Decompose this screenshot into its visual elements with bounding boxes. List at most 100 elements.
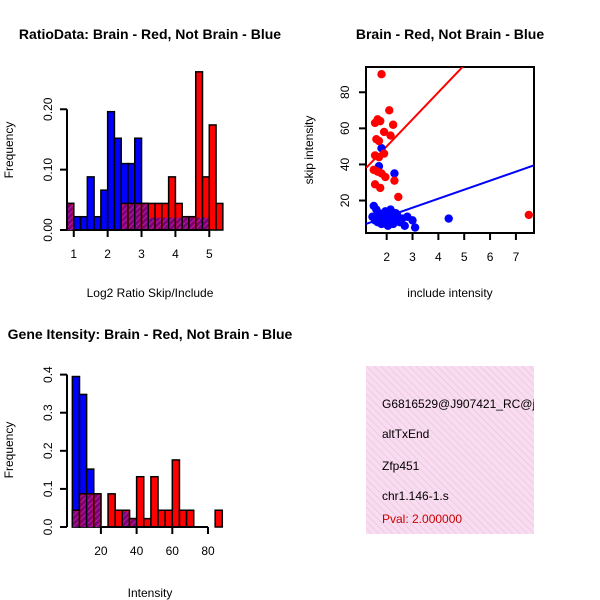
blue-bar [100,189,109,231]
info-id-text: G6816529@J907421_RC@j_at [382,397,552,411]
intensity-ylabel: Frequency [2,422,16,479]
y-tick-label: 0.2 [41,442,55,459]
x-tick-label: 80 [201,544,215,558]
red-bar [107,493,116,528]
scatter-point [444,214,453,223]
scatter-point [388,219,398,229]
x-tick-label: 3 [409,250,416,264]
blue-bar [73,215,82,231]
scatter-point [524,210,534,220]
scatter-point [374,136,384,146]
red-bar [171,459,181,528]
overlap-bar [183,217,188,230]
overlap-bar [128,204,134,230]
ratio-ylabel: Frequency [2,122,16,179]
red-bar [157,509,166,528]
scatter-point [386,131,395,140]
blue-bar [79,215,89,231]
red-bar [214,509,224,528]
x-tick-label: 40 [130,544,144,558]
red-bar [114,509,124,528]
x-tick-label: 7 [513,250,520,264]
x-tick-label: 3 [138,247,145,261]
y-tick-label: 0.00 [41,218,55,242]
ratio-axes: 1 2 3 4 5 0.00 0.10 0.20 [41,97,213,261]
scatter-point [391,208,400,218]
info-location: chr1.146-1.s [382,489,449,503]
regression-line [366,67,464,169]
intensity-xlabel: Intensity [128,586,173,600]
ratio-bars [66,71,224,231]
x-tick-label: 6 [487,250,494,264]
scatter-point [408,216,417,225]
red-bar [150,475,159,528]
y-tick-label: 0.3 [41,404,55,421]
overlap-bar [130,519,136,527]
overlap-bar [73,511,79,527]
ratio-xlabel: Log2 Ratio Skip/Include [87,286,214,300]
info-gene-name: Zfp451 [382,459,420,473]
intensity-bars [71,375,224,528]
info-pval: Pval: 2.000000 [382,512,462,526]
scatter-marks [366,67,534,232]
scatter-point [379,149,389,158]
ratio-histogram: RatioData: Brain - Red, Not Brain - Blue… [2,26,281,300]
overlap-bar [122,204,127,230]
blue-bar [113,137,122,231]
y-tick-label: 0.20 [41,97,55,121]
x-tick-label: 5 [461,250,468,264]
overlap-bar [68,204,73,230]
y-tick-label: 0.1 [41,480,55,497]
scatter-plot: Brain - Red, Not Brain - Blue 2 3 4 5 6 7 20 40… [302,26,544,300]
scatter-point [377,219,386,229]
x-tick-label: 4 [172,247,179,261]
scatter-point [400,221,409,230]
overlap-bar [80,494,86,527]
y-tick-label: 0.0 [41,518,55,535]
red-bar [215,202,224,231]
scatter-point [379,127,389,137]
overlap-bar [142,204,148,230]
x-tick-label: 4 [435,250,442,264]
overlap-bar [169,217,175,230]
blue-bar [106,110,116,231]
overlap-bar [176,217,182,230]
scatter-point [388,120,398,129]
scatter-point [377,70,386,79]
red-bar [143,517,152,528]
scatter-point [368,212,377,221]
x-tick-label: 5 [206,247,213,261]
overlap-bar [135,204,141,230]
scatter-point [370,180,380,189]
y-tick-label: 60 [338,121,352,135]
info-panel: G6816529@J907421_RC@j_at altTxEnd Zfp451… [366,366,552,534]
red-bar [208,124,217,231]
y-tick-label: 40 [338,157,352,171]
red-bar [164,509,174,528]
scatter-point [390,169,399,178]
blue-bar [93,215,102,231]
overlap-bar [123,511,129,527]
overlap-bar [189,217,195,230]
red-bar [178,509,188,528]
y-tick-label: 0.4 [41,366,55,383]
red-bar [185,509,195,528]
red-bar [194,71,204,231]
scatter-xlabel: include intensity [407,286,492,300]
blue-bar [71,375,81,528]
scatter-title: Brain - Red, Not Brain - Blue [356,26,544,42]
overlap-bar [203,217,209,230]
overlap-bar [87,494,93,527]
overlap-bar [162,217,168,230]
info-event-type: altTxEnd [382,427,429,441]
y-tick-label: 0.10 [41,158,55,182]
intensity-axes: 20 40 60 80 0.0 0.1 0.2 0.3 0.4 [41,366,215,558]
info-panel-clip: G6816529@J907421_RC@j_at altTxEnd Zfp451… [382,397,552,526]
x-tick-label: 60 [166,544,180,558]
ratio-title: RatioData: Brain - Red, Not Brain - Blue [19,26,281,42]
blue-bar [86,176,95,231]
overlap-bar [156,217,161,230]
red-bar [135,475,145,528]
y-tick-label: 20 [338,194,352,208]
